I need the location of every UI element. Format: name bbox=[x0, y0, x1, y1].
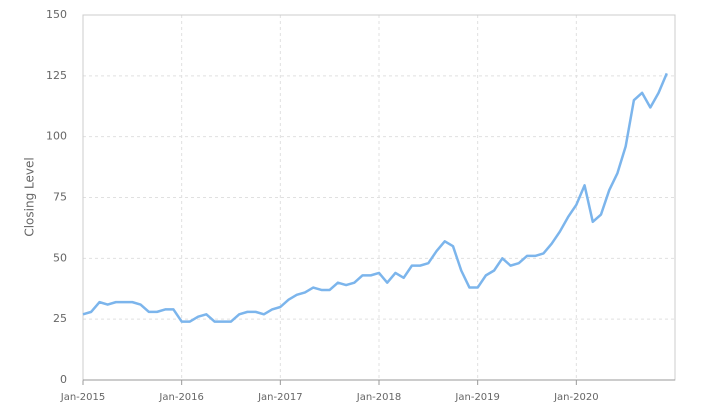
line-series bbox=[82, 72, 668, 323]
x-tick-label: Jan-2015 bbox=[60, 392, 105, 403]
y-axis-label: Closing Level bbox=[23, 157, 37, 236]
x-tick-label: Jan-2016 bbox=[158, 392, 203, 403]
y-tick-label: 125 bbox=[46, 69, 67, 82]
y-tick-label: 100 bbox=[46, 130, 67, 143]
y-tick-label: 25 bbox=[53, 312, 67, 325]
y-tick-label: 0 bbox=[60, 373, 67, 386]
x-tick-label: Jan-2017 bbox=[257, 392, 302, 403]
x-tick-label: Jan-2020 bbox=[553, 392, 598, 403]
x-tick-label: Jan-2019 bbox=[454, 392, 499, 403]
x-tick-label: Jan-2018 bbox=[356, 392, 401, 403]
y-tick-label: 75 bbox=[53, 191, 67, 204]
y-tick-label: 150 bbox=[46, 8, 67, 21]
y-tick-label: 50 bbox=[53, 251, 67, 264]
